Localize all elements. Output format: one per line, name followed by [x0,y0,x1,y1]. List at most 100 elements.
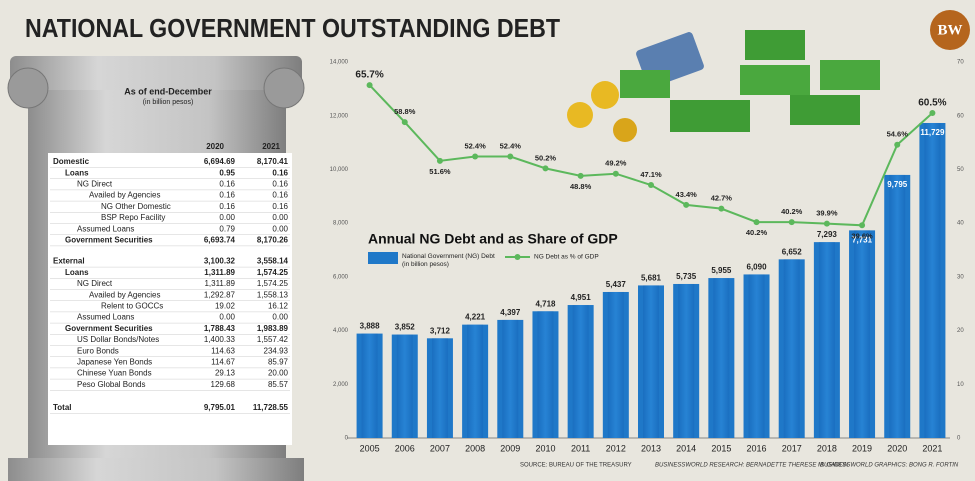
cell: 1,574.25 [257,268,289,277]
row-label: NG Other Domestic [101,202,171,211]
legend-label: NG Debt as % of GDP [534,254,599,261]
cell: 3,100.32 [204,257,236,266]
footer-research: BUSINESSWORLD RESEARCH: BERNADETTE THERE… [655,463,849,469]
cell: 1,574.25 [257,279,289,288]
x-tick-label: 2009 [500,443,520,453]
y2-tick-label: 70 [957,60,964,66]
cell: 16.12 [268,302,289,311]
cell: 6,694.69 [204,157,236,166]
line-label: 65.7% [355,70,383,81]
title: NATIONAL GOVERNMENT OUTSTANDING DEBT [25,13,560,43]
line-point [929,110,936,117]
bar-label: 5,735 [676,272,697,281]
bar-label: 3,852 [395,323,416,332]
cell: 11,728.55 [253,403,289,412]
cell: 0.00 [272,313,288,322]
y2-tick-label: 30 [957,274,964,280]
row-label: Peso Global Bonds [77,380,146,389]
cell: 114.67 [211,358,235,367]
x-tick-label: 2020 [887,443,907,453]
row-label: Assumed Loans [77,224,134,233]
x-tick-label: 2014 [676,443,696,453]
cell: 19.02 [215,302,236,311]
line-label: 48.8% [570,182,592,191]
cell: 1,311.89 [204,268,235,277]
x-tick-label: 2019 [852,443,872,453]
bar-shine [818,242,835,438]
line-label: 52.4% [500,142,522,151]
line-label: 60.5% [918,98,946,109]
cell: 0.00 [272,213,288,222]
money-stack [820,60,880,90]
cell: 85.57 [268,380,289,389]
line-point [472,153,479,160]
table: 2020 2021 Domestic 6,694.69 8,170.41 Loans 0.9… [50,142,290,414]
cell: 1,788.43 [204,324,236,333]
x-tick-label: 2017 [782,443,802,453]
line-point [577,172,584,179]
column-header: 2021 [262,142,280,151]
bar-shine [783,259,800,438]
bar-shine [572,305,589,438]
bar-shine [537,311,554,438]
line-label: 39.6% [851,231,873,240]
bar-shine [924,122,941,439]
bar-label: 9,795 [887,180,908,189]
y-tick-label: 6,000 [333,274,349,280]
cell: 0.16 [272,191,288,200]
row-label: Total [53,403,72,412]
line-point [401,119,408,126]
x-tick-label: 2006 [395,443,415,453]
bar-label: 5,681 [641,274,662,283]
cell: 1,311.89 [204,279,235,288]
y-tick-label: 8,000 [333,221,349,227]
x-tick-label: 2018 [817,443,837,453]
bar-label: 7,731 [852,235,873,244]
legend-swatch [368,252,398,264]
cell: 3,558.14 [257,257,289,266]
y2-tick-label: 50 [957,167,964,173]
cell: 0.16 [272,168,288,177]
bar-label: 4,718 [535,299,556,308]
coin [567,102,593,128]
y-tick-label: 0 [345,436,349,442]
y2-tick-label: 20 [957,328,964,334]
y2-tick-label: 0 [957,436,961,442]
cell: 0.00 [219,213,235,222]
cell: 20.00 [268,369,289,378]
bar-label: 7,293 [817,230,838,239]
line-point [507,153,514,160]
line-label: 42.7% [711,194,733,203]
row-label: Relent to GOCCs [101,302,163,311]
row-label: Government Securities [65,324,153,333]
x-tick-label: 2016 [747,443,767,453]
line-label: 51.6% [429,167,451,176]
line-label: 47.1% [640,170,662,179]
line-label: 43.4% [676,190,698,199]
line-label: 50.2% [535,153,557,162]
cell: 1,983.89 [257,324,289,333]
cell: 1,400.33 [204,335,236,344]
cell: 0.00 [219,313,235,322]
footer-source: SOURCE: BUREAU OF THE TREASURY [520,463,632,469]
line-point [894,141,901,148]
cell: 85.97 [268,358,289,367]
bar-label: 3,888 [360,322,381,331]
table-box [48,153,292,445]
row-label: NG Direct [77,180,113,189]
cell: 9,795.01 [204,403,236,412]
line-label: 49.2% [605,159,627,168]
row-label: Availed by Agencies [89,290,160,299]
bar-shine [678,283,695,438]
row-label: Loans [65,268,89,277]
cell: 234.93 [264,346,289,355]
x-tick-label: 2021 [922,443,942,453]
logo-badge [930,10,970,50]
y-tick-label: 14,000 [330,60,349,66]
cell: 0.16 [219,180,235,189]
column-header: 2020 [206,142,224,151]
y-tick-label: 2,000 [333,382,349,388]
bar-label: 3,712 [430,326,451,335]
chart-title: Annual NG Debt and as Share of GDP [368,231,618,247]
line-label: 40.2% [746,228,768,237]
